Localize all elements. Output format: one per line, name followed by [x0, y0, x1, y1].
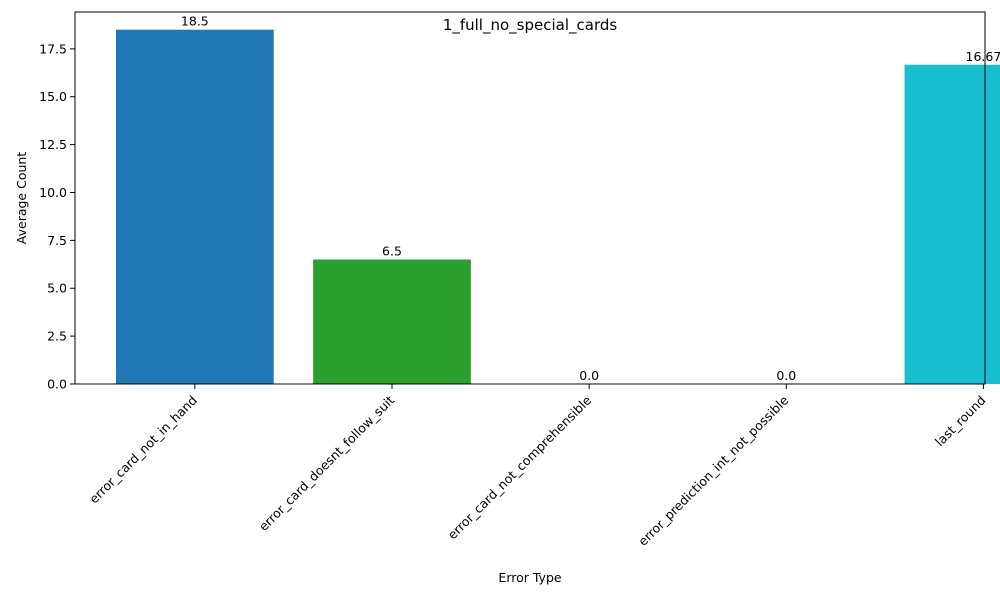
y-tick-label: 7.5: [47, 233, 67, 248]
bar-error_card_not_in_hand: [116, 29, 274, 384]
x-axis: error_card_not_in_hand error_card_doesnt_…: [86, 384, 989, 549]
y-tick-label: 0.0: [47, 377, 67, 392]
data-label-last_round: 16.67: [966, 49, 1000, 64]
data-label-error_prediction_int_not_possible: 0.0: [776, 368, 796, 383]
y-tick-label: 10.0: [39, 185, 67, 200]
y-tick-label: 12.5: [39, 137, 67, 152]
bar-error_card_doesnt_follow_suit: [313, 259, 471, 384]
plot-frame: [74, 11, 986, 385]
bar-last_round: [904, 64, 1000, 385]
y-axis: 0.0 2.5 5.0 7.5 10.0 12.5 15.0 17.5: [39, 41, 75, 392]
y-tick-label: 17.5: [39, 41, 67, 56]
y-tick-label: 5.0: [47, 281, 67, 296]
y-tick-label: 15.0: [39, 89, 67, 104]
x-tick-label-error_card_not_comprehensible: error_card_not_comprehensible: [445, 392, 595, 542]
bars-layer: [116, 29, 1000, 385]
data-label-error_card_doesnt_follow_suit: 6.5: [382, 244, 402, 259]
data-labels-layer: 18.5 6.5 0.0 0.0 16.67: [181, 14, 1000, 383]
y-axis-label: Average Count: [14, 152, 29, 245]
x-tick-label-error_prediction_int_not_possible: error_prediction_int_not_possible: [635, 392, 791, 548]
x-tick-label-last_round: last_round: [932, 393, 989, 450]
data-label-error_card_not_comprehensible: 0.0: [579, 368, 599, 383]
y-tick-label: 2.5: [47, 329, 67, 344]
x-tick-label-error_card_doesnt_follow_suit: error_card_doesnt_follow_suit: [256, 392, 397, 533]
chart-title: 1_full_no_special_cards: [443, 16, 618, 35]
x-tick-label-error_card_not_in_hand: error_card_not_in_hand: [86, 393, 200, 507]
data-label-error_card_not_in_hand: 18.5: [181, 14, 209, 29]
x-axis-label: Error Type: [498, 570, 561, 585]
